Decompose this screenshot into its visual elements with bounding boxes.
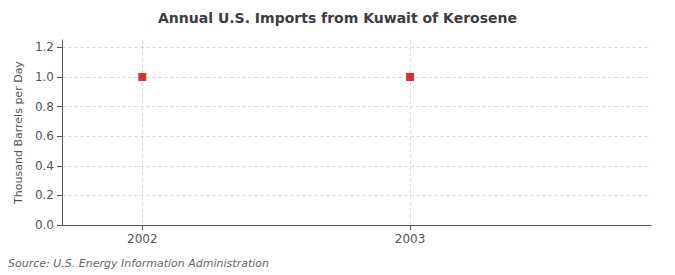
- svg-text:Thousand Barrels per Day: Thousand Barrels per Day: [12, 61, 25, 205]
- svg-text:2003: 2003: [395, 232, 426, 246]
- svg-text:Annual U.S. Imports from Kuwai: Annual U.S. Imports from Kuwait of Keros…: [158, 10, 517, 26]
- svg-text:1.0: 1.0: [35, 70, 54, 84]
- svg-text:0.6: 0.6: [35, 129, 54, 143]
- svg-text:0.4: 0.4: [35, 159, 54, 173]
- svg-text:Source: U.S. Energy Informatio: Source: U.S. Energy Information Administ…: [8, 257, 269, 270]
- svg-text:0.2: 0.2: [35, 188, 54, 202]
- svg-text:0.0: 0.0: [35, 218, 54, 232]
- svg-text:1.2: 1.2: [35, 40, 54, 54]
- svg-text:0.8: 0.8: [35, 100, 54, 114]
- svg-text:2002: 2002: [127, 232, 158, 246]
